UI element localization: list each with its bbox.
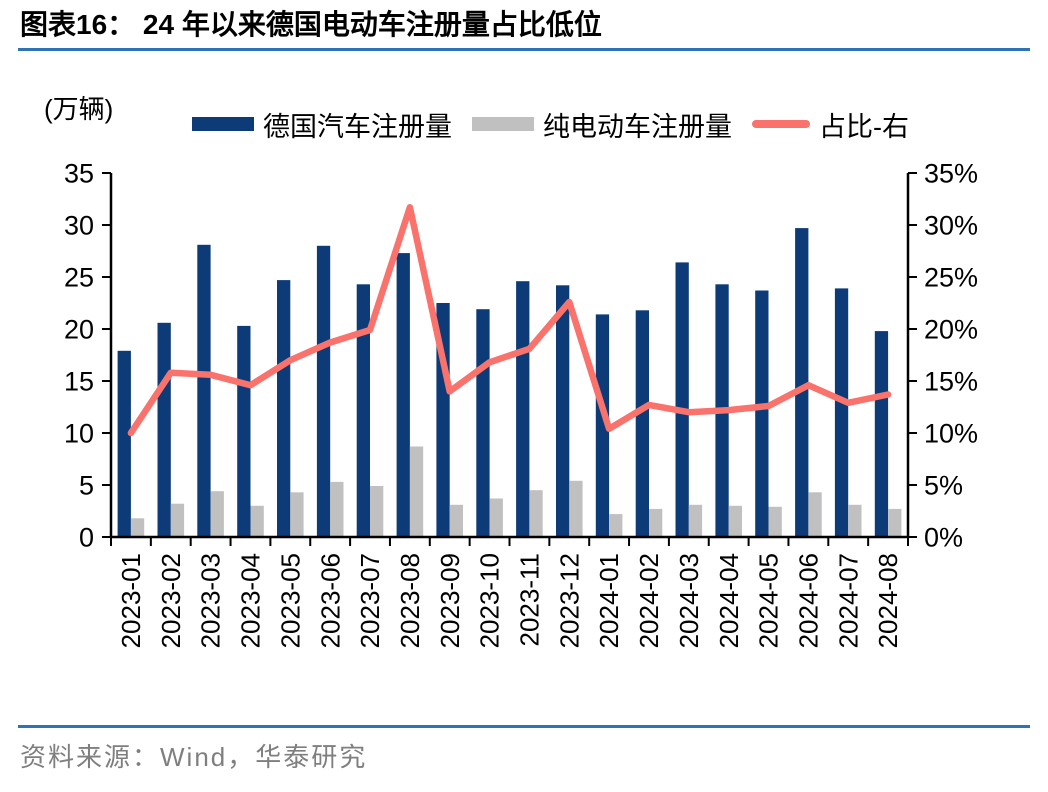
bar-bev-2023-02: [170, 503, 185, 537]
x-axis-label-2023-11: 2023-11: [515, 553, 545, 647]
bar-total-2023-06: [316, 245, 331, 537]
bar-total-2024-03: [675, 262, 689, 537]
bar-bev-2023-10: [489, 498, 503, 537]
bar-total-2023-07: [356, 284, 370, 537]
right-axis-tick-label: 20%: [924, 314, 978, 344]
x-axis-label-2024-05: 2024-05: [754, 553, 784, 648]
x-axis-label-2023-09: 2023-09: [435, 553, 465, 648]
bar-total-2023-02: [157, 322, 171, 537]
bar-bev-2023-09: [449, 504, 463, 537]
bar-total-2023-10: [476, 308, 490, 537]
x-axis-label-2024-07: 2024-07: [833, 553, 863, 648]
share-line-path: [127, 203, 892, 437]
left-axis-tick-label: 15: [64, 366, 94, 396]
axes: [102, 171, 917, 546]
bar-total-2023-05: [277, 279, 291, 537]
bars-car-registrations: [117, 227, 889, 537]
left-axis-tick-label: 30: [64, 210, 94, 240]
x-axis-label-2023-07: 2023-07: [355, 553, 385, 648]
bar-bev-2023-11: [529, 489, 543, 537]
x-axis-label-2023-06: 2023-06: [315, 553, 345, 648]
bar-total-2024-01: [595, 314, 610, 537]
left-axis-tick-label: 5: [79, 470, 94, 500]
bar-total-2023-11: [516, 280, 530, 537]
bar-bev-2023-03: [210, 490, 224, 537]
x-axis-label-2023-08: 2023-08: [395, 553, 425, 648]
bar-total-2023-08: [396, 252, 410, 537]
x-axis-label-2023-04: 2023-04: [236, 553, 266, 648]
x-axis-label-2024-02: 2024-02: [634, 553, 664, 648]
source-note: 资料来源：Wind，华泰研究: [18, 725, 1030, 792]
bar-total-2023-04: [237, 325, 251, 537]
figure-title: 图表16： 24 年以来德国电动车注册量占比低位: [18, 0, 1030, 51]
bar-bev-2024-04: [728, 505, 742, 537]
x-axis-label-2024-08: 2024-08: [873, 553, 903, 648]
right-axis-tick-label: 30%: [924, 210, 978, 240]
legend-swatch-share-line: [752, 120, 810, 129]
bar-total-2024-02: [635, 310, 649, 537]
x-axis-label-2024-04: 2024-04: [714, 553, 744, 648]
bar-bev-2024-08: [888, 508, 902, 537]
legend-label-share-line: 占比-右: [819, 111, 909, 142]
bar-bev-2024-02: [649, 508, 663, 537]
chart-header: (万辆) 德国汽车注册量 纯电动车注册量 占比-右: [0, 87, 1048, 143]
bar-bev-2023-07: [370, 485, 384, 537]
right-axis-tick-label: 25%: [924, 262, 978, 292]
bar-bev-2023-12: [569, 480, 583, 537]
bar-total-2023-01: [117, 350, 131, 537]
bars-bev-registrations: [130, 446, 902, 537]
left-axis-tick-label: 25: [64, 262, 94, 292]
x-axis-label-2024-01: 2024-01: [594, 553, 624, 648]
bar-bev-2024-07: [848, 504, 862, 537]
bar-bev-2024-01: [609, 513, 623, 537]
bar-total-2024-05: [755, 290, 769, 537]
bar-bev-2023-06: [330, 481, 344, 537]
x-axis-label-2023-05: 2023-05: [275, 553, 305, 648]
bar-total-2024-08: [874, 330, 889, 537]
x-axis-label-2024-06: 2024-06: [793, 553, 823, 648]
right-axis-tick-label: 10%: [924, 418, 978, 448]
left-axis-tick-label: 20: [64, 314, 94, 344]
x-axis-label-2023-02: 2023-02: [156, 553, 186, 648]
left-axis-tick-label: 0: [79, 522, 94, 552]
bar-total-2023-12: [556, 285, 570, 537]
bar-bev-2023-05: [290, 492, 304, 537]
left-axis-unit-label: (万辆): [44, 93, 114, 124]
right-axis-tick-label: 35%: [924, 158, 978, 188]
bar-bev-2023-01: [130, 518, 145, 537]
axis-labels: 0 5 10 15 20 25 30 35 0% 5% 10% 15% 20% 25% 30% 35% 2023…: [64, 158, 978, 648]
bar-bev-2023-08: [409, 446, 424, 537]
right-axis-tick-label: 0%: [924, 522, 963, 552]
x-axis-label-2023-10: 2023-10: [475, 553, 505, 648]
legend-label-car-registrations: 德国汽车注册量: [263, 111, 452, 142]
plot-area: 0 5 10 15 20 25 30 35 0% 5% 10% 15% 20% 25% 30% 35% 2023…: [0, 143, 1048, 672]
x-axis-label-2023-01: 2023-01: [116, 553, 146, 648]
combo-chart: 0 5 10 15 20 25 30 35 0% 5% 10% 15% 20% 25% 30% 35% 2023…: [64, 158, 978, 648]
legend-label-bev-registrations: 纯电动车注册量: [543, 111, 732, 142]
share-line: [127, 203, 892, 437]
left-axis-tick-label: 35: [64, 158, 94, 188]
chart-legend: 德国汽车注册量 纯电动车注册量 占比-右: [192, 105, 929, 144]
x-axis-label-2024-03: 2024-03: [674, 553, 704, 648]
x-axis-label-2023-12: 2023-12: [554, 553, 584, 648]
x-axis-label-2023-03: 2023-03: [196, 553, 226, 648]
bar-total-2024-07: [834, 288, 849, 537]
left-axis-tick-label: 10: [64, 418, 94, 448]
legend-swatch-car-registrations: [192, 117, 254, 132]
right-axis-tick-label: 5%: [924, 470, 963, 500]
bar-bev-2024-06: [808, 492, 822, 537]
bar-total-2023-03: [197, 244, 211, 537]
bar-bev-2024-03: [688, 504, 703, 537]
bar-bev-2024-05: [768, 506, 782, 537]
bar-bev-2023-04: [250, 505, 264, 537]
legend-swatch-bev-registrations: [472, 117, 534, 132]
right-axis-tick-label: 15%: [924, 366, 978, 396]
bar-total-2024-06: [795, 227, 809, 537]
